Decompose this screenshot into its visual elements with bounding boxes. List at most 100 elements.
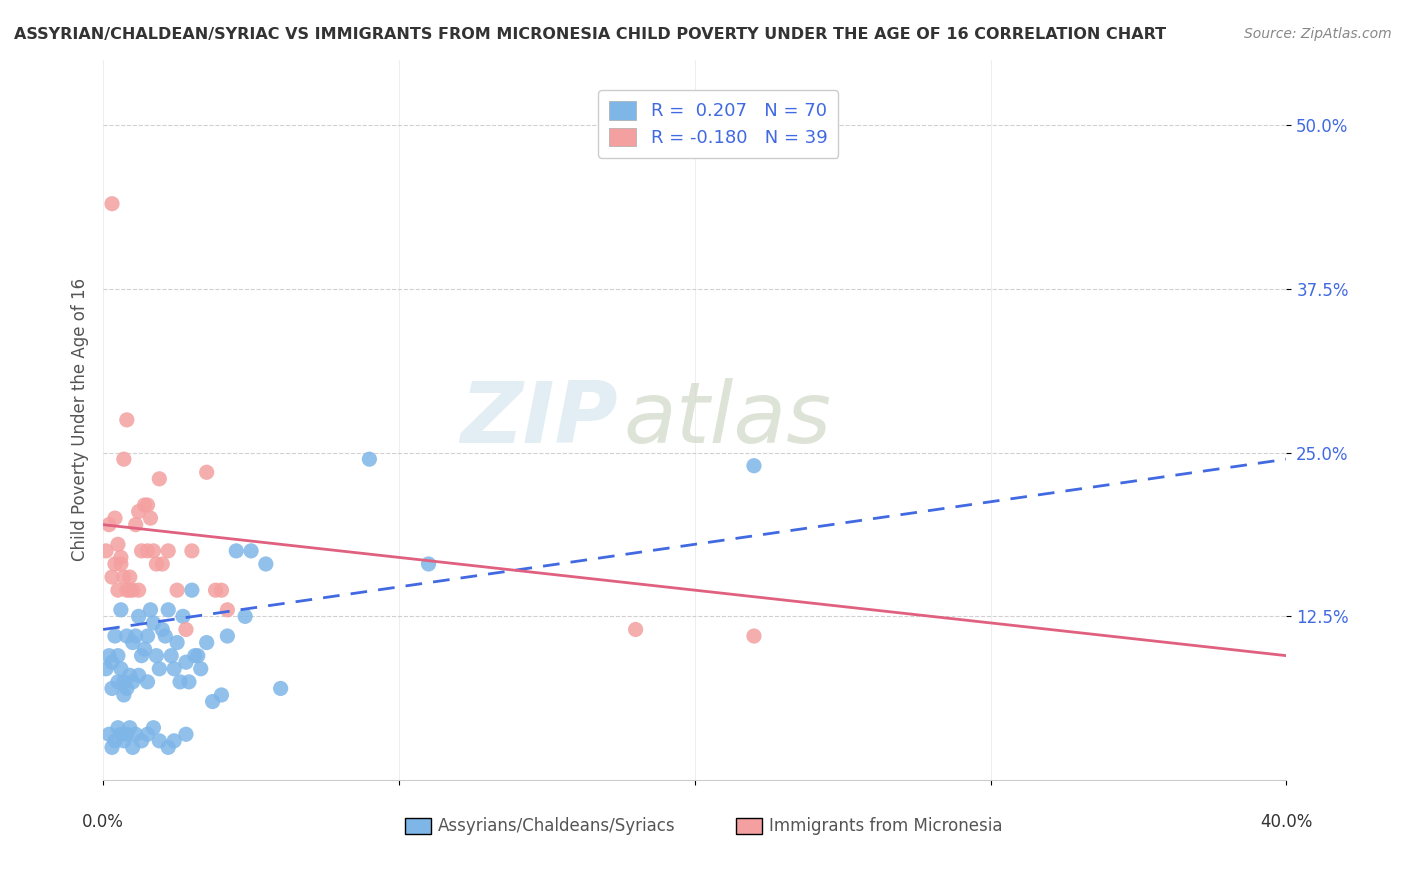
Point <box>110 662 132 676</box>
Point <box>118 570 141 584</box>
Point <box>150 557 173 571</box>
Point <box>107 721 129 735</box>
Point <box>115 583 138 598</box>
Point <box>121 583 143 598</box>
Point <box>204 583 226 598</box>
Point <box>98 648 121 663</box>
Point <box>174 623 197 637</box>
Point <box>118 668 141 682</box>
Point <box>155 629 177 643</box>
Point <box>211 583 233 598</box>
Point <box>418 557 440 571</box>
Point <box>104 511 127 525</box>
Point <box>110 727 132 741</box>
Point <box>184 648 207 663</box>
Point <box>101 570 124 584</box>
Point <box>94 662 117 676</box>
Point <box>115 629 138 643</box>
Point <box>128 609 150 624</box>
Point <box>121 674 143 689</box>
Point <box>148 662 170 676</box>
Point <box>104 734 127 748</box>
Point <box>118 583 141 598</box>
Point <box>225 544 247 558</box>
FancyBboxPatch shape <box>737 818 762 834</box>
Point <box>112 452 135 467</box>
Text: 0.0%: 0.0% <box>82 813 124 830</box>
Point <box>134 498 156 512</box>
Point <box>174 655 197 669</box>
Point <box>142 544 165 558</box>
Point <box>101 196 124 211</box>
Point <box>359 452 381 467</box>
FancyBboxPatch shape <box>405 818 430 834</box>
Point <box>134 642 156 657</box>
Point <box>211 688 233 702</box>
Point <box>124 517 146 532</box>
Point <box>128 668 150 682</box>
Point <box>136 544 159 558</box>
Point <box>742 629 765 643</box>
Point <box>136 727 159 741</box>
Point <box>124 629 146 643</box>
Text: atlas: atlas <box>624 378 832 461</box>
Point <box>145 557 167 571</box>
Point <box>195 635 218 649</box>
Point <box>136 498 159 512</box>
Point <box>107 537 129 551</box>
Point <box>150 623 173 637</box>
Point <box>166 635 188 649</box>
Legend: R =  0.207   N = 70, R = -0.180   N = 39: R = 0.207 N = 70, R = -0.180 N = 39 <box>599 90 838 158</box>
Point <box>94 544 117 558</box>
Point <box>107 674 129 689</box>
Text: Assyrians/Chaldeans/Syriacs: Assyrians/Chaldeans/Syriacs <box>439 816 676 835</box>
Point <box>101 740 124 755</box>
Point <box>139 511 162 525</box>
Point <box>101 681 124 696</box>
Text: Immigrants from Micronesia: Immigrants from Micronesia <box>769 816 1002 835</box>
Point <box>115 413 138 427</box>
Point <box>217 603 239 617</box>
Point <box>157 544 180 558</box>
Text: ASSYRIAN/CHALDEAN/SYRIAC VS IMMIGRANTS FROM MICRONESIA CHILD POVERTY UNDER THE A: ASSYRIAN/CHALDEAN/SYRIAC VS IMMIGRANTS F… <box>14 27 1166 42</box>
Point <box>104 629 127 643</box>
Text: 40.0%: 40.0% <box>1260 813 1313 830</box>
Point <box>270 681 292 696</box>
Point <box>160 648 183 663</box>
Point <box>177 674 200 689</box>
Point <box>107 583 129 598</box>
Point <box>128 583 150 598</box>
Point <box>131 544 153 558</box>
Point <box>142 721 165 735</box>
Point <box>112 734 135 748</box>
Point <box>121 635 143 649</box>
Text: ZIP: ZIP <box>460 378 617 461</box>
Point <box>118 721 141 735</box>
Point <box>148 734 170 748</box>
Point <box>110 557 132 571</box>
Point <box>110 603 132 617</box>
Point <box>187 648 209 663</box>
Point <box>98 517 121 532</box>
Point <box>148 472 170 486</box>
Point <box>157 740 180 755</box>
Point <box>166 583 188 598</box>
Point <box>131 734 153 748</box>
Point <box>104 557 127 571</box>
Point <box>163 662 186 676</box>
Point <box>195 465 218 479</box>
Point <box>136 674 159 689</box>
Text: Source: ZipAtlas.com: Source: ZipAtlas.com <box>1244 27 1392 41</box>
Point <box>101 655 124 669</box>
Point <box>742 458 765 473</box>
Point <box>157 603 180 617</box>
Point <box>121 740 143 755</box>
Point <box>172 609 194 624</box>
Point <box>115 727 138 741</box>
Y-axis label: Child Poverty Under the Age of 16: Child Poverty Under the Age of 16 <box>72 278 89 561</box>
Point <box>217 629 239 643</box>
Point <box>136 629 159 643</box>
Point <box>163 734 186 748</box>
Point <box>174 727 197 741</box>
Point <box>254 557 277 571</box>
